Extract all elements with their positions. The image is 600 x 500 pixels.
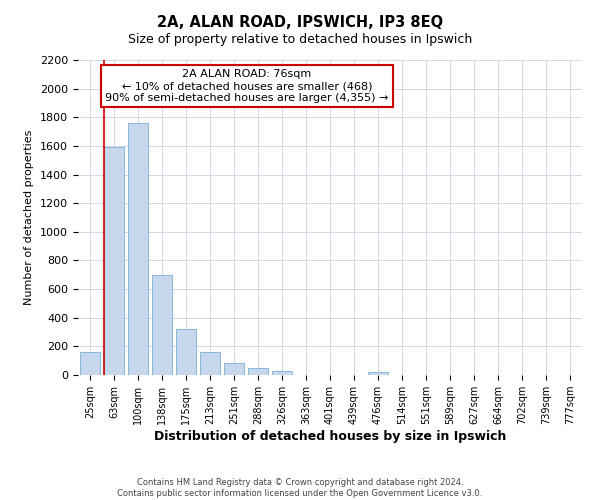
Bar [224,363,244,375]
Bar [104,148,124,375]
Bar [368,372,388,375]
Y-axis label: Number of detached properties: Number of detached properties [25,130,34,305]
Text: 2A ALAN ROAD: 76sqm
← 10% of detached houses are smaller (468)
90% of semi-detac: 2A ALAN ROAD: 76sqm ← 10% of detached ho… [105,70,389,102]
X-axis label: Distribution of detached houses by size in Ipswich: Distribution of detached houses by size … [154,430,506,443]
Text: Size of property relative to detached houses in Ipswich: Size of property relative to detached ho… [128,32,472,46]
Bar [200,352,220,375]
Text: 2A, ALAN ROAD, IPSWICH, IP3 8EQ: 2A, ALAN ROAD, IPSWICH, IP3 8EQ [157,15,443,30]
Bar [80,352,100,375]
Text: Contains HM Land Registry data © Crown copyright and database right 2024.
Contai: Contains HM Land Registry data © Crown c… [118,478,482,498]
Bar [272,370,292,375]
Bar [176,329,196,375]
Bar [248,368,268,375]
Bar [128,123,148,375]
Bar [152,275,172,375]
